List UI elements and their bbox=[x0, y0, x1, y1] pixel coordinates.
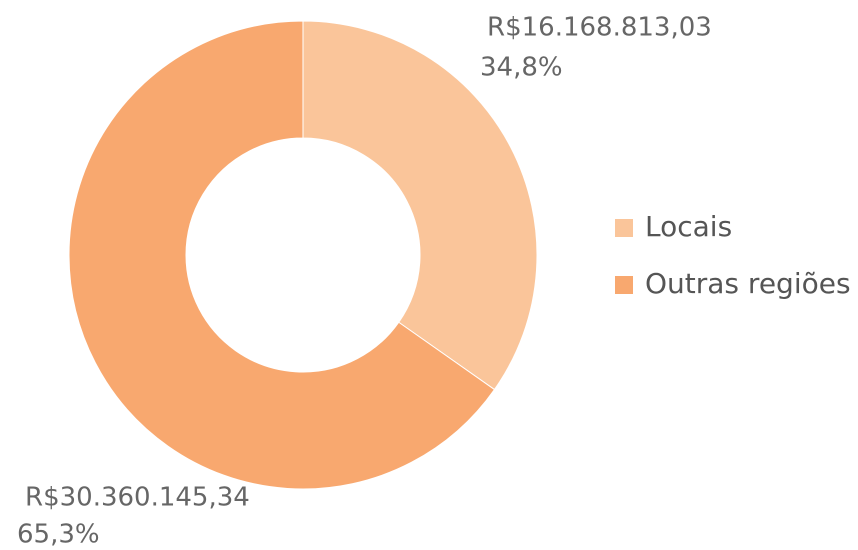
percent-label: 65,3% bbox=[17, 520, 100, 550]
donut-slice bbox=[302, 20, 538, 391]
donut-slice bbox=[68, 20, 496, 490]
value-label: R$16.168.813,03 bbox=[487, 13, 712, 43]
legend-label: Locais bbox=[645, 210, 732, 243]
legend-label: Outras regiões bbox=[645, 267, 851, 300]
value-label: R$30.360.145,34 bbox=[25, 483, 250, 513]
legend-swatch bbox=[615, 219, 633, 237]
legend-swatch bbox=[615, 276, 633, 294]
percent-label: 34,8% bbox=[480, 53, 563, 83]
